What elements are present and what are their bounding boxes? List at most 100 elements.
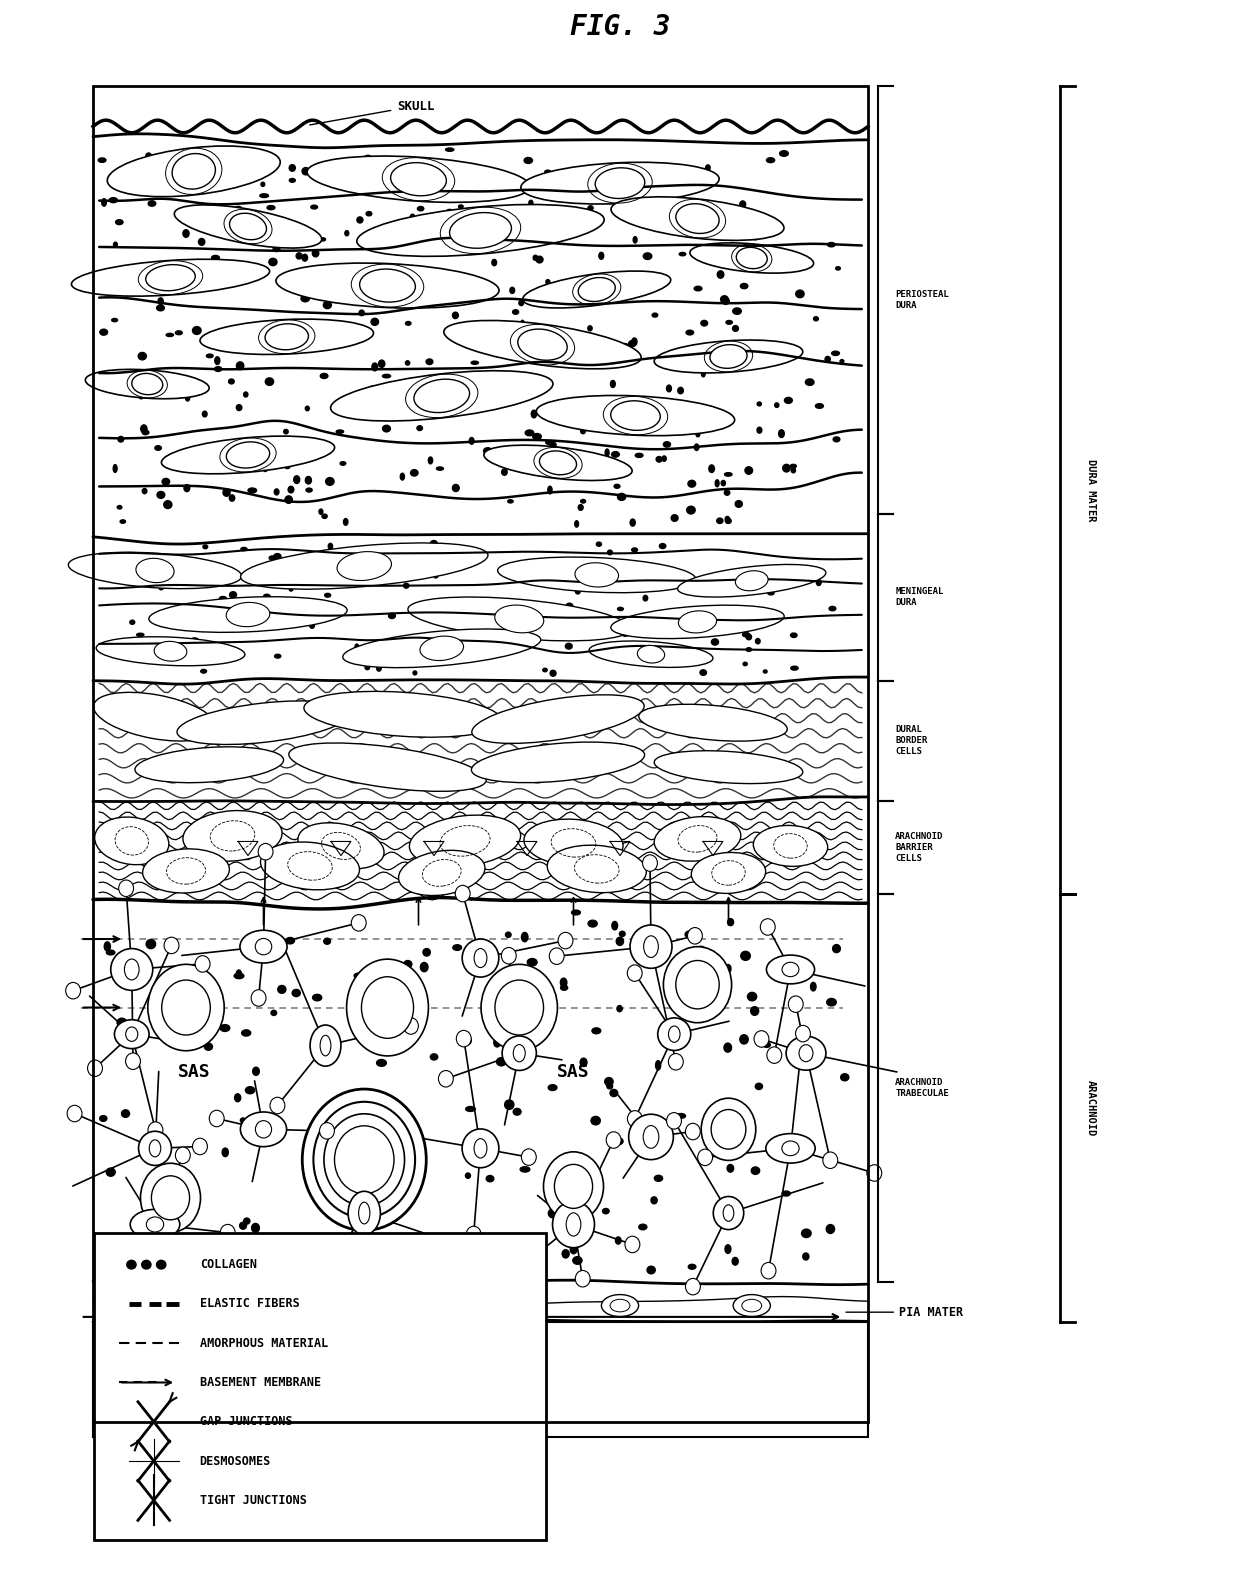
Ellipse shape: [619, 932, 625, 936]
Ellipse shape: [221, 1024, 229, 1032]
Ellipse shape: [136, 633, 144, 636]
Ellipse shape: [269, 258, 277, 265]
Text: PERIOSTEAL
DURA: PERIOSTEAL DURA: [895, 291, 949, 309]
Ellipse shape: [423, 949, 430, 957]
Ellipse shape: [565, 603, 573, 610]
Ellipse shape: [320, 374, 327, 379]
Ellipse shape: [310, 622, 315, 628]
Ellipse shape: [119, 880, 134, 897]
Ellipse shape: [543, 668, 547, 672]
Ellipse shape: [329, 544, 332, 550]
Ellipse shape: [186, 394, 190, 401]
Ellipse shape: [525, 818, 622, 867]
Ellipse shape: [288, 487, 294, 493]
Ellipse shape: [755, 1084, 763, 1089]
Ellipse shape: [475, 608, 481, 613]
Ellipse shape: [258, 1120, 268, 1125]
Ellipse shape: [826, 1224, 835, 1233]
Text: AMORPHOUS MATERIAL: AMORPHOUS MATERIAL: [200, 1337, 327, 1349]
Ellipse shape: [764, 669, 768, 672]
Ellipse shape: [782, 465, 790, 471]
Ellipse shape: [751, 1167, 760, 1175]
Ellipse shape: [720, 295, 728, 303]
Ellipse shape: [237, 969, 242, 977]
Bar: [93, 1321, 868, 1437]
Ellipse shape: [610, 380, 615, 388]
Ellipse shape: [303, 603, 308, 608]
Ellipse shape: [420, 636, 464, 660]
Ellipse shape: [644, 936, 658, 957]
Ellipse shape: [839, 360, 844, 363]
Text: ELASTIC FIBERS: ELASTIC FIBERS: [200, 1298, 299, 1310]
Ellipse shape: [588, 921, 598, 927]
Ellipse shape: [186, 994, 191, 1001]
Ellipse shape: [319, 339, 325, 347]
Ellipse shape: [577, 578, 580, 583]
Ellipse shape: [580, 500, 585, 503]
Ellipse shape: [228, 1260, 236, 1266]
Text: PIA MATER: PIA MATER: [846, 1306, 963, 1318]
Ellipse shape: [634, 412, 642, 419]
Ellipse shape: [596, 542, 601, 547]
Ellipse shape: [117, 1018, 126, 1027]
Ellipse shape: [621, 344, 629, 349]
Ellipse shape: [122, 1109, 129, 1117]
Ellipse shape: [780, 151, 789, 156]
Ellipse shape: [728, 919, 734, 925]
Ellipse shape: [717, 518, 723, 523]
Ellipse shape: [184, 209, 187, 215]
Ellipse shape: [813, 317, 818, 320]
Ellipse shape: [398, 569, 405, 572]
Ellipse shape: [104, 1255, 112, 1262]
Ellipse shape: [474, 949, 487, 968]
Ellipse shape: [520, 1167, 529, 1172]
Bar: [94, 1233, 546, 1540]
Ellipse shape: [711, 344, 746, 368]
Ellipse shape: [481, 388, 489, 394]
Ellipse shape: [510, 287, 515, 294]
Text: SAS: SAS: [557, 1064, 590, 1081]
Ellipse shape: [698, 1148, 713, 1166]
Ellipse shape: [475, 1141, 482, 1148]
Ellipse shape: [465, 556, 470, 559]
Ellipse shape: [582, 225, 590, 229]
Ellipse shape: [775, 402, 779, 407]
Ellipse shape: [799, 968, 806, 976]
Ellipse shape: [444, 320, 641, 369]
Ellipse shape: [294, 476, 300, 484]
Text: DURAL
BORDER
CELLS: DURAL BORDER CELLS: [895, 726, 928, 756]
Ellipse shape: [521, 1148, 536, 1166]
Ellipse shape: [401, 473, 404, 481]
Ellipse shape: [631, 548, 637, 551]
Ellipse shape: [157, 298, 164, 305]
Ellipse shape: [164, 938, 179, 954]
Ellipse shape: [348, 1191, 381, 1235]
Ellipse shape: [667, 1112, 682, 1130]
Ellipse shape: [450, 283, 454, 286]
Ellipse shape: [580, 295, 589, 302]
Ellipse shape: [360, 269, 415, 302]
Ellipse shape: [310, 1024, 341, 1067]
Ellipse shape: [355, 644, 358, 650]
Ellipse shape: [336, 430, 343, 434]
Ellipse shape: [796, 291, 804, 297]
Ellipse shape: [248, 489, 257, 493]
Ellipse shape: [260, 182, 265, 187]
Ellipse shape: [542, 182, 548, 187]
Ellipse shape: [735, 211, 744, 215]
Ellipse shape: [244, 149, 253, 154]
Ellipse shape: [146, 939, 156, 949]
Ellipse shape: [782, 1141, 799, 1156]
Ellipse shape: [506, 325, 513, 330]
Ellipse shape: [68, 553, 242, 589]
Ellipse shape: [229, 592, 237, 599]
Ellipse shape: [124, 958, 139, 980]
Ellipse shape: [591, 1117, 600, 1125]
Ellipse shape: [93, 693, 217, 742]
Ellipse shape: [241, 930, 286, 963]
Ellipse shape: [522, 933, 528, 941]
Ellipse shape: [320, 1123, 335, 1139]
Ellipse shape: [637, 646, 665, 663]
Ellipse shape: [324, 938, 331, 944]
Ellipse shape: [378, 360, 384, 368]
